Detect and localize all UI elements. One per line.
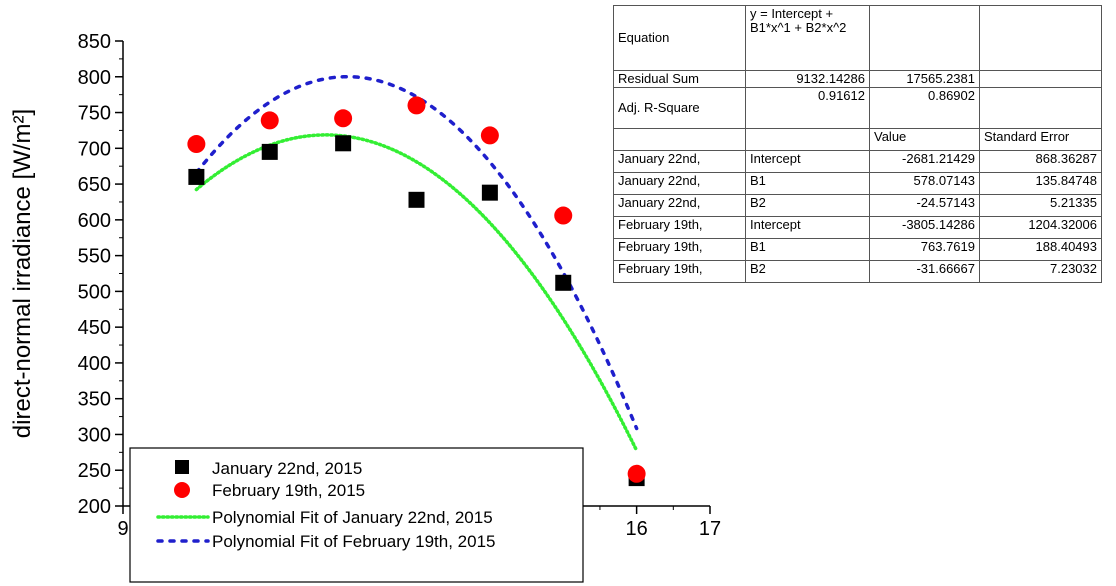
equation-value: y = Intercept + B1*x^1 + B2*x^2: [746, 6, 870, 71]
y-tick-label: 350: [78, 389, 111, 411]
y-tick-label: 600: [78, 210, 111, 232]
table-cell-empty: [980, 71, 1102, 88]
data-point-february: [481, 126, 499, 144]
table-row: January 22nd, B2 -24.57143 5.21335: [614, 195, 1102, 217]
data-point-february: [334, 109, 352, 127]
x-tick-label: 16: [626, 518, 648, 540]
fit-curve-february: [196, 77, 636, 429]
y-tick-label: 800: [78, 67, 111, 89]
data-points: [187, 96, 645, 486]
row-series: January 22nd,: [614, 195, 746, 217]
y-tick-label: 750: [78, 103, 111, 125]
table-row: February 19th, Intercept -3805.14286 120…: [614, 217, 1102, 239]
y-tick-label: 500: [78, 281, 111, 303]
data-point-february: [554, 207, 572, 225]
table-cell-empty: [870, 6, 980, 71]
row-series: January 22nd,: [614, 151, 746, 173]
legend-label-january-fit: Polynomial Fit of January 22nd, 2015: [212, 508, 493, 527]
row-series: January 22nd,: [614, 173, 746, 195]
row-param: Intercept: [746, 151, 870, 173]
row-value: -2681.21429: [870, 151, 980, 173]
legend-label-january: January 22nd, 2015: [212, 459, 362, 478]
data-point-february: [261, 111, 279, 129]
residual-label: Residual Sum: [614, 71, 746, 88]
table-cell-empty: [980, 6, 1102, 71]
x-tick-label: 9: [117, 518, 128, 540]
data-point-february: [187, 135, 205, 153]
adjr-value-january: 0.91612: [746, 88, 870, 129]
row-series: February 19th,: [614, 239, 746, 261]
legend-label-february: February 19th, 2015: [212, 481, 365, 500]
row-value: -3805.14286: [870, 217, 980, 239]
y-tick-label: 650: [78, 174, 111, 196]
fit-results-table: Equation y = Intercept + B1*x^1 + B2*x^2…: [613, 5, 1102, 283]
y-tick-label: 850: [78, 31, 111, 53]
value-header: Value: [870, 129, 980, 151]
stderr-header: Standard Error: [980, 129, 1102, 151]
row-value: -24.57143: [870, 195, 980, 217]
y-tick-label: 700: [78, 138, 111, 160]
table-row-residual: Residual Sum 9132.14286 17565.2381: [614, 71, 1102, 88]
row-param: B1: [746, 173, 870, 195]
data-point-january: [409, 192, 425, 208]
row-error: 135.84748: [980, 173, 1102, 195]
legend-label-february-fit: Polynomial Fit of February 19th, 2015: [212, 532, 495, 551]
data-point-january: [482, 185, 498, 201]
adjr-label: Adj. R-Square: [614, 88, 746, 129]
row-series: February 19th,: [614, 217, 746, 239]
data-point-february: [408, 96, 426, 114]
data-point-january: [188, 169, 204, 185]
table-row-adj-r-square: Adj. R-Square 0.91612 0.86902: [614, 88, 1102, 129]
data-point-january: [262, 144, 278, 160]
table-cell-empty: [614, 129, 746, 151]
table-row-header: Value Standard Error: [614, 129, 1102, 151]
y-tick-label: 250: [78, 460, 111, 482]
row-error: 7.23032: [980, 261, 1102, 283]
equation-label: Equation: [614, 6, 746, 71]
row-series: February 19th,: [614, 261, 746, 283]
y-tick-label: 550: [78, 246, 111, 268]
data-point-january: [555, 275, 571, 291]
residual-value-january: 9132.14286: [746, 71, 870, 88]
legend-marker-january: [175, 460, 189, 474]
adjr-value-february: 0.86902: [870, 88, 980, 129]
table-row: February 19th, B2 -31.66667 7.23032: [614, 261, 1102, 283]
table-row: January 22nd, B1 578.07143 135.84748: [614, 173, 1102, 195]
row-error: 188.40493: [980, 239, 1102, 261]
row-param: B1: [746, 239, 870, 261]
data-point-january: [335, 135, 351, 151]
data-point-february: [628, 465, 646, 483]
y-axis-title: direct-normal irradiance [W/m²]: [9, 109, 36, 438]
row-error: 868.36287: [980, 151, 1102, 173]
table-row: January 22nd, Intercept -2681.21429 868.…: [614, 151, 1102, 173]
row-param: B2: [746, 195, 870, 217]
legend: January 22nd, 2015 February 19th, 2015 P…: [130, 448, 583, 582]
table-cell-empty: [746, 129, 870, 151]
y-tick-label: 300: [78, 424, 111, 446]
row-param: Intercept: [746, 217, 870, 239]
table-row: February 19th, B1 763.7619 188.40493: [614, 239, 1102, 261]
row-param: B2: [746, 261, 870, 283]
y-tick-label: 450: [78, 317, 111, 339]
legend-marker-february: [174, 482, 190, 498]
row-value: 763.7619: [870, 239, 980, 261]
table-row-equation: Equation y = Intercept + B1*x^1 + B2*x^2: [614, 6, 1102, 71]
row-error: 1204.32006: [980, 217, 1102, 239]
table-cell-empty: [980, 88, 1102, 129]
fit-curve-january: [196, 135, 636, 451]
y-tick-label: 200: [78, 496, 111, 518]
row-value: 578.07143: [870, 173, 980, 195]
row-error: 5.21335: [980, 195, 1102, 217]
y-tick-label: 400: [78, 353, 111, 375]
row-value: -31.66667: [870, 261, 980, 283]
fit-curves: [196, 77, 636, 451]
x-tick-label: 17: [699, 518, 721, 540]
residual-value-february: 17565.2381: [870, 71, 980, 88]
